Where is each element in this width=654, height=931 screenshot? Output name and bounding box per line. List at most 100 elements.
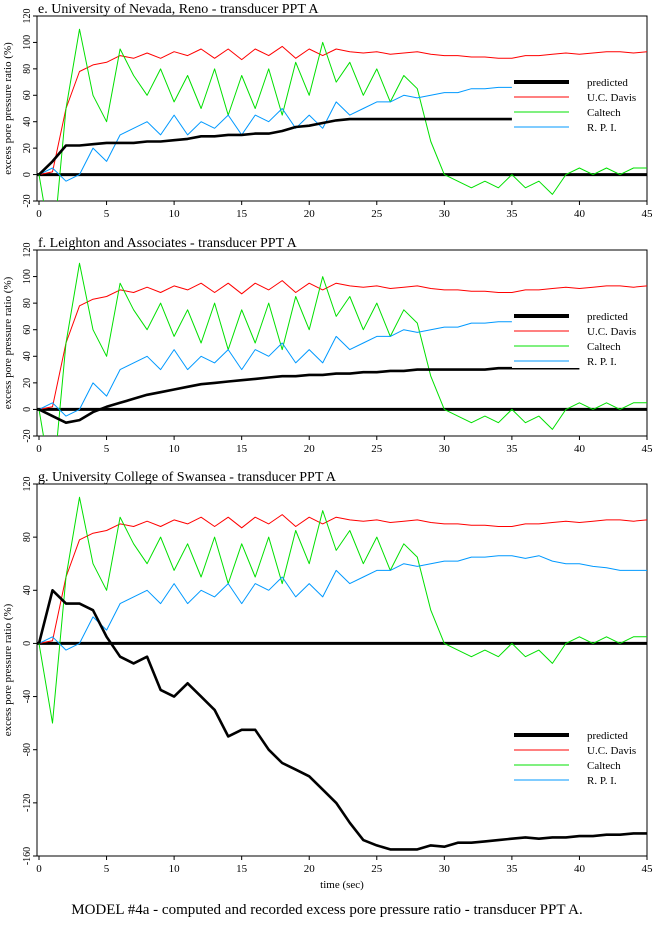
x-tick-label: 40 — [574, 208, 586, 220]
x-tick-label: 45 — [642, 443, 654, 455]
y-tick-label: 40 — [22, 585, 33, 595]
y-tick-label: 20 — [22, 378, 33, 388]
y-tick-label: -40 — [22, 690, 33, 703]
x-tick-label: 30 — [439, 208, 451, 220]
y-tick-label: 0 — [22, 641, 33, 646]
series-line-caltech — [38, 262, 647, 436]
x-tick-label: 0 — [36, 443, 42, 455]
legend: predicted U.C. Davis Caltech R. P. I. — [512, 74, 646, 134]
legend-label: Caltech — [587, 107, 621, 119]
legend-bg — [512, 74, 646, 89]
series-line-u-c-davis — [38, 280, 647, 410]
x-axis-label: time (sec) — [320, 879, 364, 891]
x-tick-label: 5 — [104, 443, 110, 455]
series-line-caltech — [38, 496, 647, 724]
plot-area — [38, 28, 647, 201]
series-line-r-p-i- — [38, 555, 647, 651]
series-line-caltech — [38, 28, 647, 201]
x-tick-label: 20 — [304, 443, 316, 455]
y-tick-label: 40 — [22, 117, 33, 127]
figure-caption: MODEL #4a - computed and recorded excess… — [71, 902, 583, 918]
x-tick-label: 25 — [371, 208, 383, 220]
y-axis-label: excess pore pressure ratio (%) — [2, 42, 14, 175]
legend-label: U.C. Davis — [587, 326, 636, 338]
legend-label: Caltech — [587, 760, 621, 772]
legend-label: predicted — [587, 730, 628, 742]
y-tick-label: 120 — [22, 9, 33, 24]
plot-frame — [36, 249, 648, 437]
y-tick-label: -120 — [22, 794, 33, 812]
y-axis-label: excess pore pressure ratio (%) — [2, 276, 14, 409]
x-tick-label: 5 — [104, 208, 110, 220]
legend-label: predicted — [587, 311, 628, 323]
x-tick-label: 10 — [169, 443, 181, 455]
legend-label: R. P. I. — [587, 122, 617, 134]
y-tick-label: 40 — [22, 351, 33, 361]
y-tick-label: 80 — [22, 64, 33, 74]
y-tick-label: 20 — [22, 143, 33, 153]
x-tick-label: 35 — [506, 208, 518, 220]
plot-frame — [36, 15, 648, 202]
legend: predicted U.C. Davis Caltech R. P. I. — [512, 308, 646, 368]
legend-label: R. P. I. — [587, 356, 617, 368]
plot-frame — [36, 483, 648, 857]
legend-bg — [512, 119, 646, 134]
series-line-r-p-i- — [38, 321, 512, 417]
x-tick-label: 20 — [304, 208, 316, 220]
legend-label: Caltech — [587, 341, 621, 353]
y-tick-label: 120 — [22, 477, 33, 492]
chart-title: f. Leighton and Associates - transducer … — [38, 236, 298, 251]
y-tick-label: 80 — [22, 298, 33, 308]
chart-panel-1: f. Leighton and Associates - transducer … — [2, 236, 654, 455]
series-line-predicted — [38, 117, 512, 176]
x-tick-label: 25 — [371, 443, 383, 455]
x-tick-label: 45 — [642, 208, 654, 220]
x-tick-label: 40 — [574, 443, 586, 455]
y-tick-label: 100 — [22, 269, 33, 284]
chart-panel-2: g. University College of Swansea - trans… — [2, 470, 653, 891]
y-tick-label: 60 — [22, 90, 33, 100]
x-tick-label: 0 — [36, 208, 42, 220]
legend-bg — [512, 308, 646, 323]
series-line-u-c-davis — [38, 514, 647, 644]
x-tick-label: 10 — [169, 208, 181, 220]
x-tick-label: 45 — [642, 863, 654, 875]
chart-title: g. University College of Swansea - trans… — [38, 470, 337, 485]
y-tick-label: 80 — [22, 532, 33, 542]
x-tick-label: 15 — [236, 863, 248, 875]
x-tick-label: 35 — [506, 863, 518, 875]
chart-panel-0: e. University of Nevada, Reno - transduc… — [2, 2, 654, 220]
x-tick-label: 15 — [236, 208, 248, 220]
y-tick-label: 0 — [22, 172, 33, 177]
legend-bg — [512, 338, 646, 353]
x-tick-label: 10 — [169, 863, 181, 875]
legend: predicted U.C. Davis Caltech R. P. I. — [512, 727, 646, 787]
chart-title: e. University of Nevada, Reno - transduc… — [38, 2, 319, 17]
x-tick-label: 30 — [439, 863, 451, 875]
legend-label: R. P. I. — [587, 775, 617, 787]
legend-bg — [512, 772, 646, 787]
x-tick-label: 35 — [506, 443, 518, 455]
legend-label: U.C. Davis — [587, 745, 636, 757]
series-line-u-c-davis — [38, 45, 647, 176]
y-axis-label: excess pore pressure ratio (%) — [2, 603, 14, 736]
y-tick-label: 0 — [22, 407, 33, 412]
x-tick-label: 30 — [439, 443, 451, 455]
legend-bg — [512, 353, 646, 368]
x-tick-label: 25 — [371, 863, 383, 875]
plot-area — [38, 262, 647, 436]
legend-bg — [512, 104, 646, 119]
legend-bg — [512, 742, 646, 757]
y-tick-label: -20 — [22, 194, 33, 207]
legend-bg — [512, 323, 646, 338]
plot-area — [37, 496, 647, 851]
y-tick-label: 120 — [22, 243, 33, 258]
legend-bg — [512, 757, 646, 772]
x-tick-label: 5 — [104, 863, 110, 875]
series-line-r-p-i- — [38, 86, 512, 182]
x-tick-label: 20 — [304, 863, 316, 875]
series-line-predicted — [38, 366, 580, 425]
legend-bg — [512, 89, 646, 104]
x-tick-label: 15 — [236, 443, 248, 455]
